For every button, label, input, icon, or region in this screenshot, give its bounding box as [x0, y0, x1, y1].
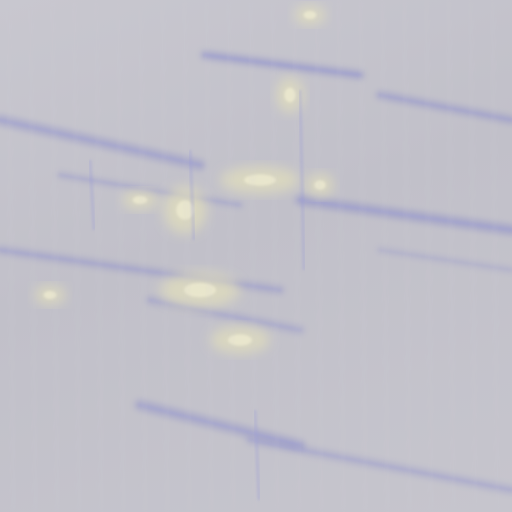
- vertical-band: [204, 0, 214, 512]
- highlight-core: [314, 180, 326, 190]
- vertical-band: [424, 0, 434, 512]
- highlight-core: [303, 11, 317, 19]
- vertical-band: [50, 0, 60, 512]
- vertical-band: [72, 0, 82, 512]
- vertical-band: [28, 0, 38, 512]
- vertical-streak: [253, 409, 261, 501]
- blue-streak-fine: [148, 298, 302, 332]
- blue-streak-fine: [0, 248, 282, 292]
- highlight-group: [34, 5, 334, 354]
- highlight-core: [244, 174, 276, 186]
- vertical-streak: [298, 89, 306, 271]
- vertical-band: [314, 0, 324, 512]
- highlight-core: [228, 334, 252, 346]
- vertical-band: [6, 0, 16, 512]
- vertical-band: [270, 0, 280, 512]
- vertical-band: [380, 0, 390, 512]
- blue-streak-fine: [248, 438, 512, 492]
- vertical-band: [292, 0, 302, 512]
- blue-streak-fine: [203, 53, 362, 77]
- blue-streak-fine: [0, 118, 202, 167]
- vertical-streak: [88, 159, 96, 231]
- highlight-core: [284, 87, 296, 103]
- vertical-band: [182, 0, 192, 512]
- vertical-band: [336, 0, 346, 512]
- highlight-core: [43, 291, 57, 299]
- vertical-band: [160, 0, 170, 512]
- vertical-band: [226, 0, 236, 512]
- blue-streak-fine: [378, 93, 512, 122]
- vertical-band: [402, 0, 412, 512]
- vertical-band: [138, 0, 148, 512]
- vertical-band: [446, 0, 456, 512]
- vertical-streak: [188, 149, 196, 241]
- vertical-line-group: [6, 0, 500, 512]
- vertical-band: [468, 0, 478, 512]
- streak-group: [0, 50, 512, 495]
- blue-streak-fine: [379, 249, 512, 271]
- vertical-band: [94, 0, 104, 512]
- vertical-band: [358, 0, 368, 512]
- vertical-band: [490, 0, 500, 512]
- vertical-band: [116, 0, 126, 512]
- highlight-core: [132, 196, 148, 204]
